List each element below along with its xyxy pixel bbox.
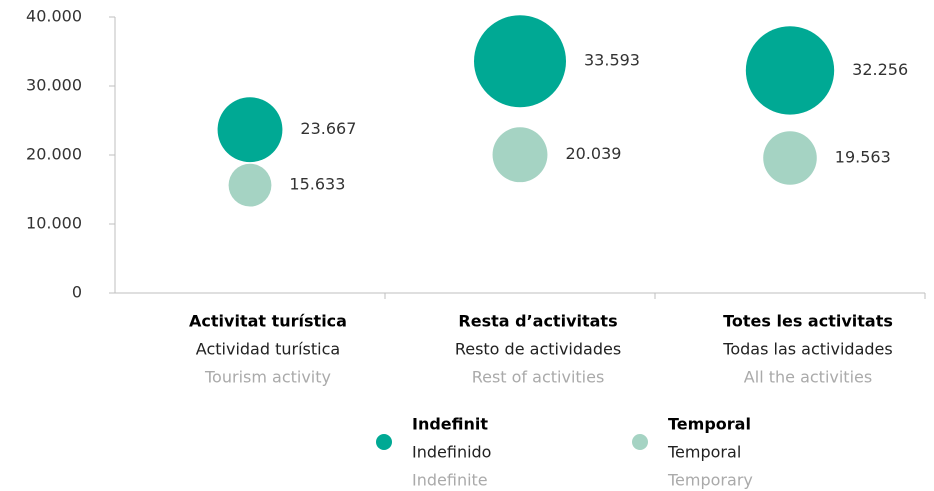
bubble xyxy=(492,127,548,183)
y-tick-label: 40.000 xyxy=(26,7,82,26)
data-label: 20.039 xyxy=(565,144,621,163)
legend-label: Indefinit xyxy=(412,415,488,434)
bubble xyxy=(217,97,283,163)
legend-label: Indefinido xyxy=(412,443,491,462)
legend-swatch xyxy=(632,434,648,450)
x-tick-label: Resto de actividades xyxy=(455,340,621,359)
x-tick-label: Todas las actividades xyxy=(722,340,892,359)
bubble xyxy=(474,15,566,108)
x-tick-label: Tourism activity xyxy=(204,368,331,387)
y-tick-label: 30.000 xyxy=(26,76,82,95)
y-tick-label: 20.000 xyxy=(26,145,82,164)
x-tick-label: Rest of activities xyxy=(472,368,605,387)
legend-swatch xyxy=(376,434,392,450)
y-tick-label: 0 xyxy=(72,283,82,302)
data-label: 33.593 xyxy=(584,51,640,70)
data-label: 15.633 xyxy=(289,175,345,194)
legend-label: Temporary xyxy=(667,471,753,490)
x-tick-label: Totes les activitats xyxy=(723,312,893,331)
bubble xyxy=(763,131,817,185)
x-tick-label: Resta d’activitats xyxy=(458,312,617,331)
data-label: 23.667 xyxy=(300,119,356,138)
legend-label: Temporal xyxy=(668,415,751,434)
legend-label: Temporal xyxy=(667,443,741,462)
x-tick-label: All the activities xyxy=(744,368,872,387)
y-tick-label: 10.000 xyxy=(26,214,82,233)
x-tick-label: Activitat turística xyxy=(189,312,347,331)
x-tick-label: Actividad turística xyxy=(196,340,340,359)
data-label: 19.563 xyxy=(835,148,891,167)
bubble xyxy=(745,26,835,115)
bubble xyxy=(228,163,272,207)
legend-label: Indefinite xyxy=(412,471,488,490)
data-label: 32.256 xyxy=(852,60,908,79)
